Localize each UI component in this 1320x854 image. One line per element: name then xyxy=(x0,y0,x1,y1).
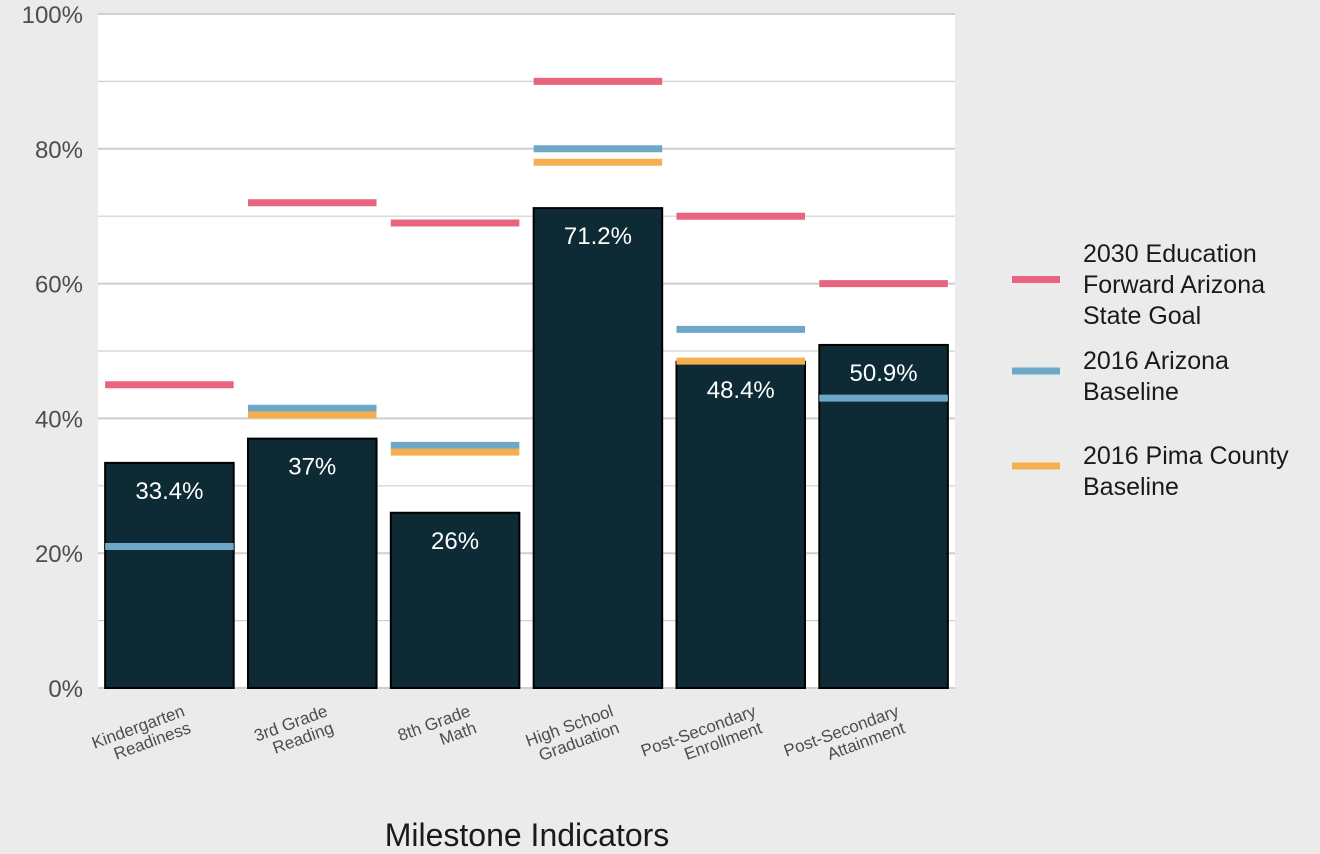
bar-value-label: 33.4% xyxy=(135,478,203,505)
y-tick-label: 100% xyxy=(22,2,83,29)
bar-value-label: 26% xyxy=(431,528,479,555)
grid-lines xyxy=(98,13,955,689)
bar-value-labels: 33.4% 37% 26% 71.2% 48.4% 50.9% xyxy=(135,223,917,555)
x-tick-label: 8th GradeMath xyxy=(395,701,479,761)
bar-value-label: 50.9% xyxy=(850,360,918,387)
legend-label: 2016 Arizona Baseline xyxy=(1083,347,1229,406)
x-axis-ticks: KindergartenReadiness 3rd GradeReading 8th… xyxy=(89,701,908,777)
reference-lines xyxy=(105,77,948,550)
y-tick-label: 20% xyxy=(35,541,83,568)
y-tick-label: 40% xyxy=(35,406,83,433)
bar xyxy=(818,343,949,689)
bar xyxy=(246,437,378,689)
legend-label-line: Baseline xyxy=(1083,378,1179,406)
x-tick-label: 3rd GradeReading xyxy=(252,701,337,762)
legend-label-line: 2030 Education xyxy=(1083,240,1257,268)
y-tick-label: 80% xyxy=(35,137,83,164)
legend-label-line: Baseline xyxy=(1083,473,1179,501)
x-tick-label: Post-SecondaryEnrollment xyxy=(638,701,765,777)
legend-label-line: State Goal xyxy=(1083,302,1201,330)
bar xyxy=(675,360,807,689)
y-tick-label: 0% xyxy=(48,676,83,703)
legend-label: 2030 Education Forward Arizona State Goal xyxy=(1083,240,1265,330)
y-tick-label: 60% xyxy=(35,272,83,299)
bar xyxy=(104,461,235,689)
bar-value-label: 71.2% xyxy=(564,223,632,250)
bar xyxy=(389,511,521,690)
bar-value-label: 48.4% xyxy=(707,377,775,404)
x-tick-label: KindergartenReadiness xyxy=(89,701,193,769)
y-axis-ticks: 0% 20% 40% 60% 80% 100% xyxy=(22,2,83,703)
bar-value-label: 37% xyxy=(288,454,336,481)
legend: 2030 Education Forward Arizona State Goal2… xyxy=(1012,240,1289,501)
legend-label-line: 2016 Arizona xyxy=(1083,347,1229,375)
legend-label-line: 2016 Pima County xyxy=(1083,442,1289,470)
x-tick-label: High SchoolGraduation xyxy=(523,701,622,767)
legend-label-line: Forward Arizona xyxy=(1083,271,1265,299)
bars xyxy=(104,207,949,690)
legend-label: 2016 Pima County Baseline xyxy=(1083,442,1289,501)
x-axis-title: Milestone Indicators xyxy=(385,817,670,853)
x-tick-label: Post-SecondaryAttainment xyxy=(781,701,908,777)
bar xyxy=(532,207,664,689)
